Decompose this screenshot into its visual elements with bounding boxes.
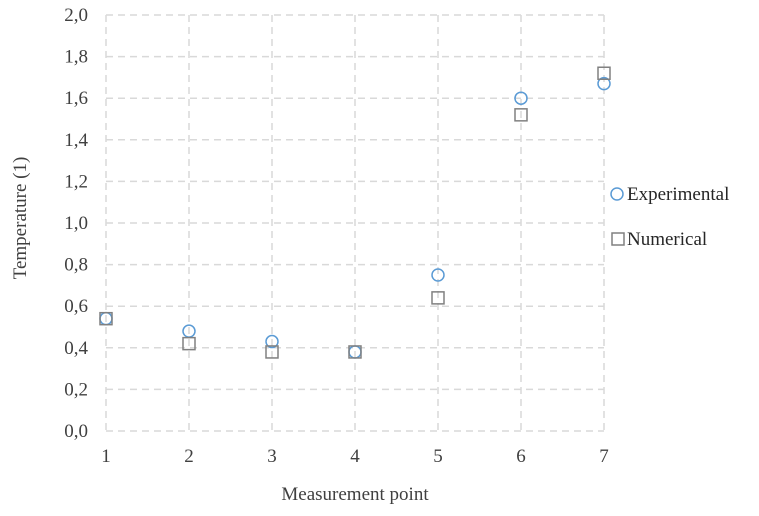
y-tick-label: 0,2: [64, 379, 88, 400]
legend-item-numerical: Numerical: [611, 229, 707, 250]
legend-marker-experimental: [610, 187, 624, 201]
numerical-point: [182, 336, 196, 351]
legend-label-experimental: Experimental: [627, 184, 729, 205]
legend-label-numerical: Numerical: [627, 229, 707, 250]
numerical-point: [597, 66, 611, 80]
numerical-point: [431, 291, 445, 305]
x-tick-label: 1: [101, 446, 111, 467]
experimental-point: [431, 268, 445, 282]
y-tick-label: 0,0: [64, 421, 88, 442]
numerical-point: [348, 345, 362, 359]
y-tick-label: 1,0: [64, 213, 88, 234]
x-tick-label: 3: [267, 446, 277, 467]
legend: Experimental Numerical: [610, 184, 729, 250]
y-tick-label: 0,6: [64, 296, 88, 317]
experimental-point: [514, 91, 528, 105]
marker-layer: [99, 66, 611, 359]
experimental-point: [265, 334, 279, 349]
numerical-point: [99, 311, 113, 326]
numerical-point: [514, 108, 528, 122]
legend-item-experimental: Experimental: [610, 184, 729, 205]
y-tick-label: 2,0: [64, 5, 88, 26]
y-tick-label: 0,8: [64, 255, 88, 276]
x-tick-label: 7: [599, 446, 609, 467]
y-tick-label: 1,8: [64, 47, 88, 68]
tick-layer: 0,0 0,2 0,4 0,6 0,8 1,0 1,2 1,4 1,6 1,8 2,0 1 2 3 4 5 6 7: [64, 5, 609, 467]
y-tick-label: 1,4: [64, 130, 88, 151]
x-axis-title: Measurement point: [281, 484, 429, 505]
y-tick-label: 1,2: [64, 171, 88, 192]
x-tick-label: 4: [350, 446, 360, 467]
y-tick-label: 1,6: [64, 88, 88, 109]
x-tick-label: 6: [516, 446, 526, 467]
x-tick-label: 5: [433, 446, 443, 467]
x-tick-label: 2: [184, 446, 194, 467]
y-tick-label: 0,4: [64, 338, 88, 359]
legend-marker-numerical: [611, 232, 625, 246]
experimental-point: [597, 76, 611, 91]
numerical-point: [265, 345, 279, 359]
grid-layer: [105, 14, 605, 432]
y-axis-title: Temperature (1): [10, 157, 31, 280]
